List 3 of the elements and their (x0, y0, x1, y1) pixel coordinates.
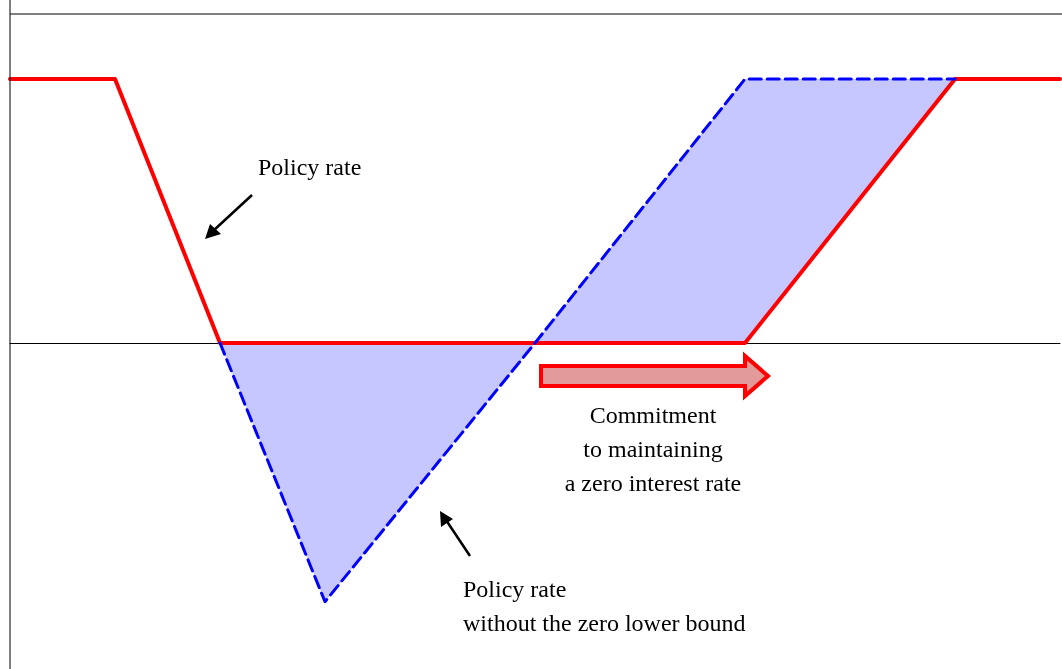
annotation: Policy rate without the zero lower bound (463, 575, 746, 638)
annotation: Policy rate (258, 153, 362, 182)
annotation: Commitment to maintaining a zero interest rate (563, 401, 743, 498)
